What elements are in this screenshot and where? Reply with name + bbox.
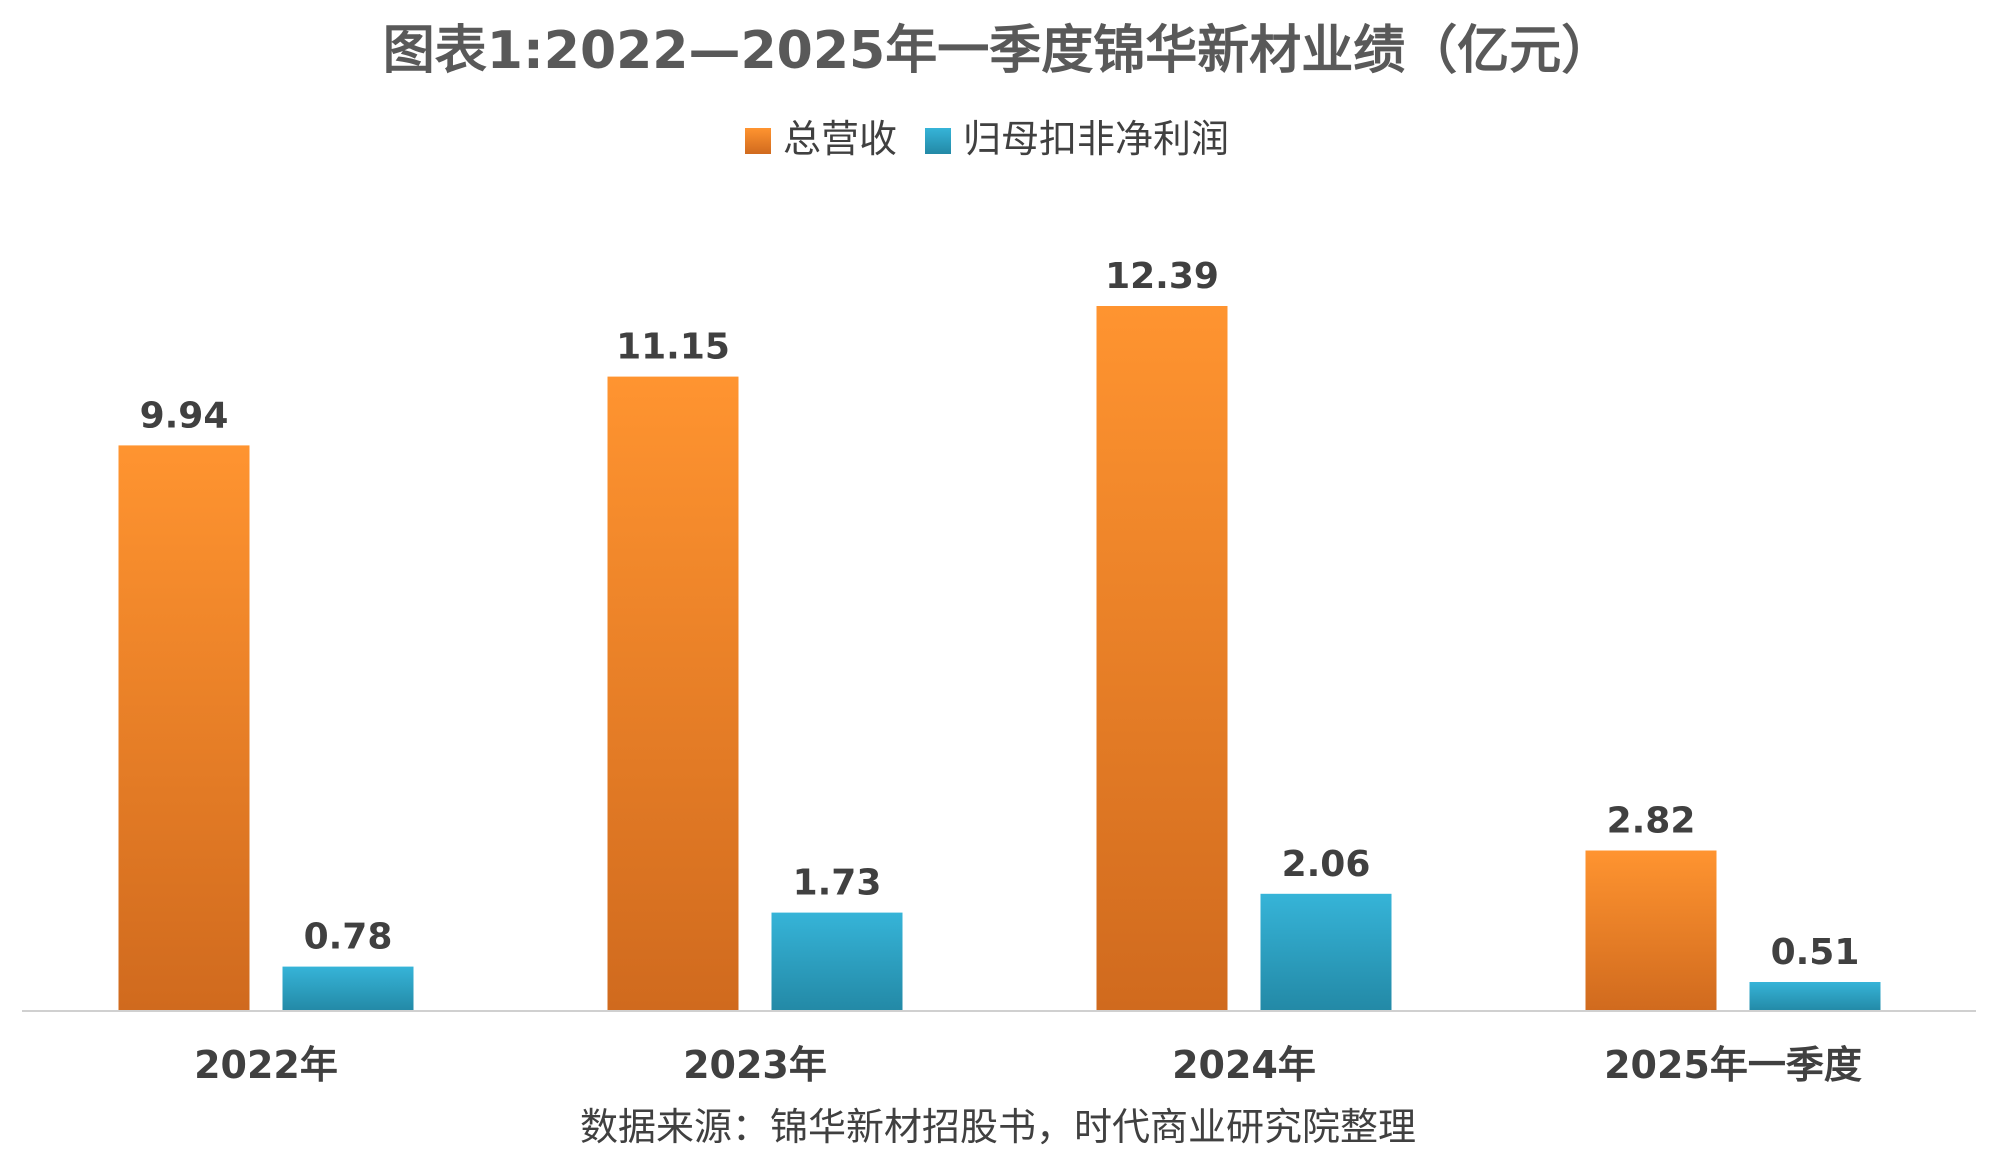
bar-profit-0 [282,966,414,1011]
data-label-profit-0: 0.78 [304,917,393,958]
bar-profit-1 [771,912,903,1011]
legend-swatch-profit [925,128,951,154]
data-label-revenue-1: 11.15 [616,327,730,368]
bar-revenue-0 [118,445,250,1011]
x-tick-label-0: 2022年 [194,1043,338,1087]
bar-revenue-2 [1096,306,1228,1011]
legend: 总营收 归母扣非净利润 [745,117,1229,161]
x-tick-label-1: 2023年 [683,1043,827,1087]
plot-area: 9.94 0.78 11.15 1.73 12.39 2.06 2.82 0.51 [118,256,1881,1012]
x-axis-tick-labels: 2022年 2023年 2024年 2025年一季度 [194,1043,1862,1087]
bar-profit-3 [1749,982,1881,1011]
x-tick-label-2: 2024年 [1172,1043,1316,1087]
data-label-revenue-2: 12.39 [1105,256,1219,297]
data-label-profit-3: 0.51 [1771,932,1860,973]
data-label-profit-1: 1.73 [793,863,882,904]
source-note: 数据来源：锦华新材招股书，时代商业研究院整理 [580,1105,1416,1149]
chart-title: 图表1:2022—2025年一季度锦华新材业绩（亿元） [383,21,1613,81]
legend-label-profit: 归母扣非净利润 [963,117,1229,161]
legend-swatch-revenue [745,128,771,154]
bar-revenue-3 [1585,850,1717,1011]
data-label-revenue-0: 9.94 [140,395,229,436]
data-label-profit-2: 2.06 [1282,844,1371,885]
x-tick-label-3: 2025年一季度 [1604,1043,1862,1087]
bar-profit-2 [1260,893,1392,1011]
data-label-revenue-3: 2.82 [1607,801,1696,842]
legend-label-revenue: 总营收 [783,117,897,161]
bar-revenue-1 [607,376,739,1012]
